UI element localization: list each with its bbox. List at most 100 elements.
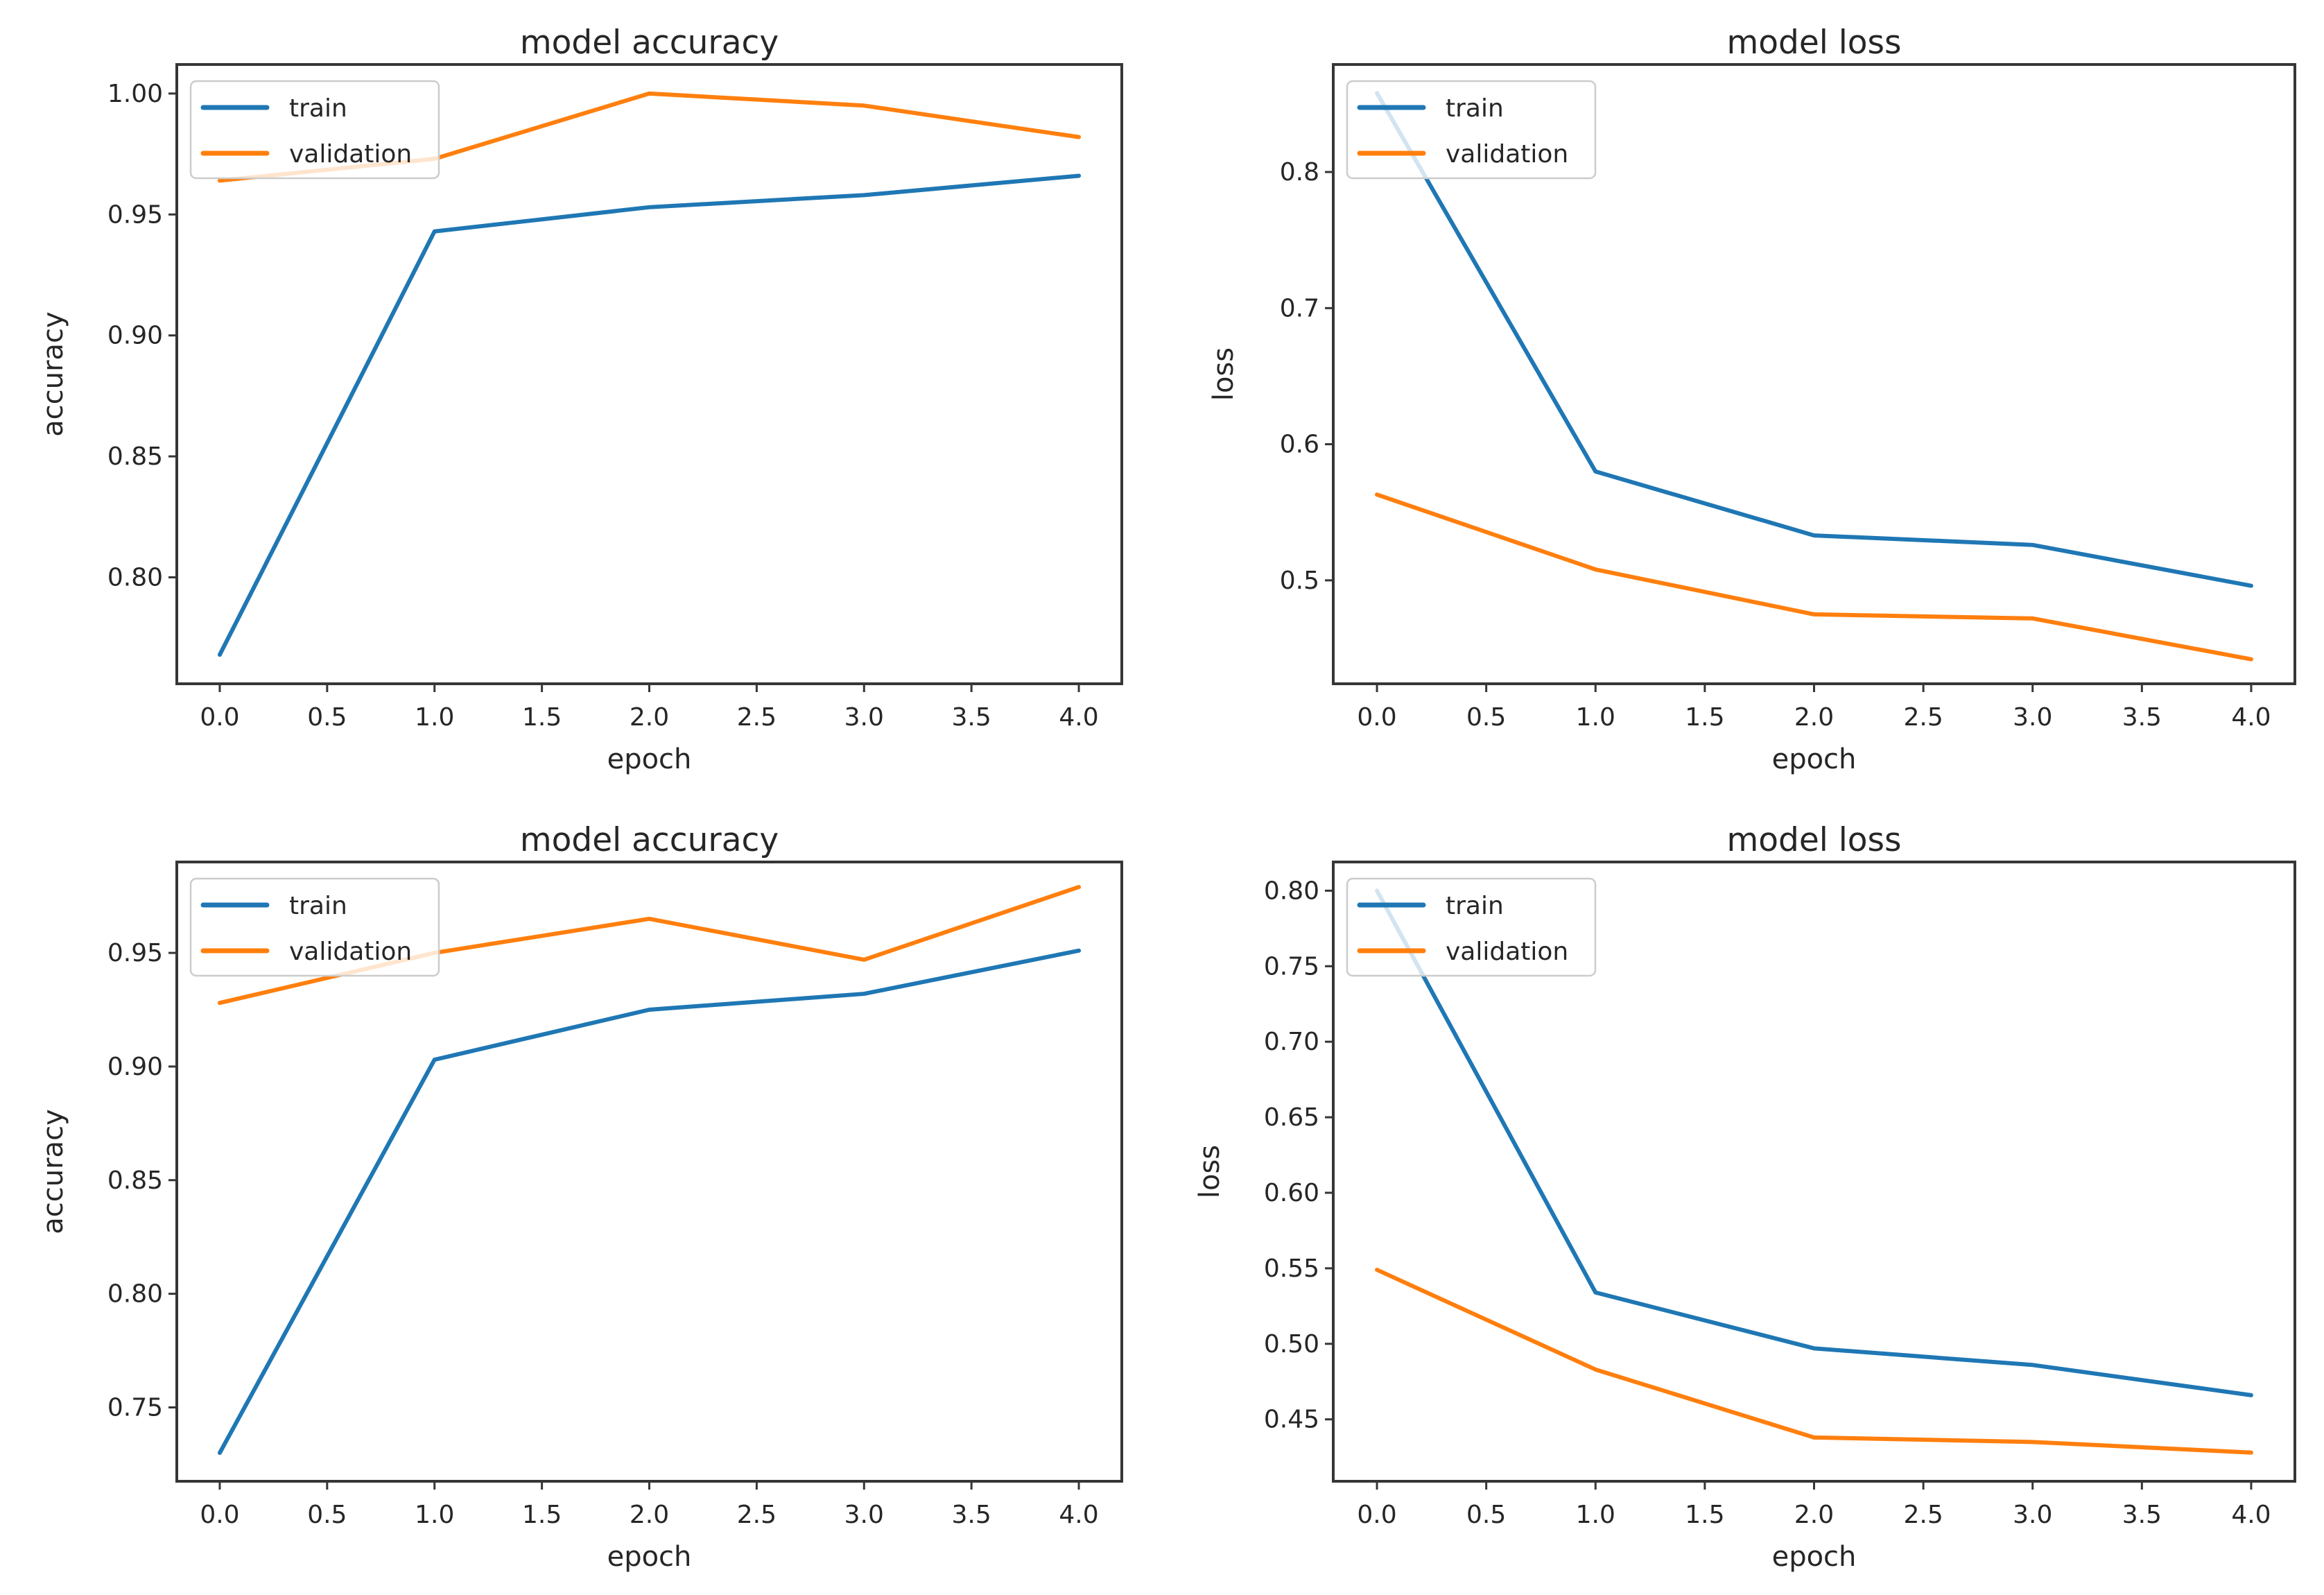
y-axis-label: loss (1194, 1145, 1226, 1198)
legend-validation-label: validation (289, 140, 412, 169)
legend-validation-label: validation (289, 938, 412, 966)
line-train (1375, 91, 2253, 588)
y-tick-label: 0.90 (107, 1053, 163, 1081)
y-axis: 0.5 0.6 0.7 0.8 loss (1208, 158, 1333, 595)
x-tick-label: 1.0 (415, 703, 454, 732)
y-tick-label: 0.80 (107, 564, 163, 592)
line-train (1375, 888, 2253, 1397)
x-tick-label: 0.5 (307, 1501, 347, 1529)
x-tick-label: 0.5 (307, 703, 347, 732)
x-tick-label: 3.5 (2122, 703, 2162, 732)
chart-title: model accuracy (520, 24, 779, 62)
legend-train-label: train (289, 94, 347, 123)
x-tick-label: 1.0 (1576, 1501, 1615, 1529)
y-tick-label: 0.6 (1280, 431, 1319, 459)
line-train (217, 173, 1082, 657)
x-tick-label: 2.0 (630, 1501, 669, 1529)
x-tick-label: 3.5 (2122, 1501, 2162, 1529)
y-axis-label: accuracy (37, 311, 69, 436)
x-tick-label: 2.5 (737, 703, 777, 732)
x-tick-label: 1.5 (1685, 703, 1724, 732)
x-tick-label: 3.0 (844, 703, 884, 732)
y-tick-label: 0.85 (107, 1166, 163, 1195)
chart-svg: 0.0 0.5 1.0 1.5 2.0 2.5 3.0 3.5 4.0 epoch 0.45 0.50… (1194, 821, 2296, 1573)
x-tick-label: 4.0 (1059, 1501, 1098, 1529)
line-validation (1375, 492, 2253, 662)
x-tick-label: 3.5 (952, 1501, 991, 1529)
series-lines (1375, 91, 2253, 662)
x-tick-label: 4.0 (1059, 703, 1098, 732)
y-axis: 0.80 0.85 0.90 0.95 1.00 accuracy (37, 80, 177, 592)
y-tick-label: 0.5 (1280, 567, 1319, 595)
x-tick-label: 2.5 (1903, 1501, 1943, 1529)
x-axis: 0.0 0.5 1.0 1.5 2.0 2.5 3.0 3.5 4.0 epoch (1357, 1481, 2271, 1573)
x-tick-label: 3.0 (2013, 1501, 2052, 1529)
x-tick-label: 1.0 (415, 1501, 454, 1529)
y-tick-label: 0.95 (107, 939, 163, 967)
legend: train validation (189, 80, 440, 180)
x-axis: 0.0 0.5 1.0 1.5 2.0 2.5 3.0 3.5 4.0 epoch (1357, 684, 2271, 775)
chart-model-accuracy-bottom: 0.0 0.5 1.0 1.5 2.0 2.5 3.0 3.5 4.0 epoch 0.75 0.80… (0, 798, 1162, 1595)
legend-train-label: train (1446, 94, 1504, 123)
legend: train validation (1346, 877, 1597, 977)
y-tick-label: 0.85 (107, 442, 163, 471)
chart-title: model accuracy (520, 821, 779, 859)
y-tick-label: 0.8 (1280, 158, 1319, 187)
chart-svg: 0.0 0.5 1.0 1.5 2.0 2.5 3.0 3.5 4.0epoch0.50.60.… (1208, 24, 2296, 775)
x-axis-label: epoch (1772, 743, 1857, 775)
x-tick-label: 2.5 (1903, 703, 1943, 732)
x-tick-label: 4.0 (2231, 703, 2271, 732)
x-tick-label: 4.0 (2231, 1501, 2271, 1529)
legend: train validation (189, 877, 440, 977)
y-tick-label: 0.75 (107, 1393, 163, 1422)
y-tick-label: 0.60 (1264, 1179, 1319, 1207)
chart-svg: 0.0 0.5 1.0 1.5 2.0 2.5 3.0 3.5 4.0 epoch 0.80 0.85… (37, 24, 1123, 775)
x-axis: 0.0 0.5 1.0 1.5 2.0 2.5 3.0 3.5 4.0 epoch (200, 1481, 1099, 1573)
x-tick-label: 0.0 (200, 703, 239, 732)
y-tick-label: 1.00 (107, 80, 163, 108)
chart-model-loss-top: 0.0 0.5 1.0 1.5 2.0 2.5 3.0 3.5 4.0 epoch 0.5 0.6 0.… (1162, 0, 2324, 798)
y-axis-label: accuracy (37, 1109, 69, 1234)
y-tick-label: 0.65 (1264, 1103, 1319, 1132)
x-tick-label: 1.5 (522, 703, 562, 732)
y-tick-label: 0.95 (107, 200, 163, 229)
chart-model-accuracy-top: 0.0 0.5 1.0 1.5 2.0 2.5 3.0 3.5 4.0 epoch 0.80 0.85… (0, 0, 1162, 798)
legend-validation-label: validation (1446, 938, 1568, 966)
y-tick-label: 0.80 (1264, 877, 1319, 905)
x-tick-label: 0.5 (1466, 1501, 1506, 1529)
x-tick-label: 2.0 (1794, 1501, 1834, 1529)
x-tick-label: 2.0 (1794, 703, 1834, 732)
x-tick-label: 1.5 (522, 1501, 562, 1529)
chart-model-loss-bottom: 0.0 0.5 1.0 1.5 2.0 2.5 3.0 3.5 4.0 epoch 0.45 0.50… (1162, 798, 2324, 1595)
chart-title: model loss (1726, 24, 1901, 62)
y-tick-label: 0.80 (107, 1280, 163, 1309)
y-tick-label: 0.50 (1264, 1330, 1319, 1359)
line-validation (1375, 1268, 2253, 1455)
chart-title: model loss (1726, 821, 1901, 859)
y-tick-label: 0.70 (1264, 1028, 1319, 1056)
x-axis: 0.0 0.5 1.0 1.5 2.0 2.5 3.0 3.5 4.0 epoch (200, 684, 1099, 775)
y-tick-label: 0.7 (1280, 294, 1319, 322)
x-tick-label: 3.0 (2013, 703, 2052, 732)
x-tick-label: 3.5 (952, 703, 991, 732)
x-tick-label: 0.0 (200, 1501, 239, 1529)
x-tick-label: 0.5 (1466, 703, 1506, 732)
legend-validation-label: validation (1446, 140, 1568, 169)
x-tick-label: 2.0 (630, 703, 669, 732)
x-axis-label: epoch (1772, 1541, 1857, 1573)
legend-train-label: train (1446, 892, 1504, 920)
x-axis-label: epoch (607, 743, 692, 775)
y-tick-label: 0.45 (1264, 1406, 1319, 1434)
x-tick-label: 0.0 (1357, 1501, 1396, 1529)
y-tick-label: 0.75 (1264, 952, 1319, 981)
x-tick-label: 0.0 (1357, 703, 1396, 732)
x-tick-label: 1.0 (1576, 703, 1615, 732)
y-tick-label: 0.90 (107, 322, 163, 350)
y-axis: 0.45 0.50 0.55 0.60 0.65 0.70 0.75 0.80 loss (1194, 877, 1333, 1434)
chart-svg: 0.0 0.5 1.0 1.5 2.0 2.5 3.0 3.5 4.0 epoch 0.75 0.80… (37, 821, 1123, 1573)
legend-train-label: train (289, 892, 347, 920)
y-axis-label: loss (1208, 347, 1240, 401)
x-tick-label: 3.0 (844, 1501, 884, 1529)
x-tick-label: 2.5 (737, 1501, 777, 1529)
